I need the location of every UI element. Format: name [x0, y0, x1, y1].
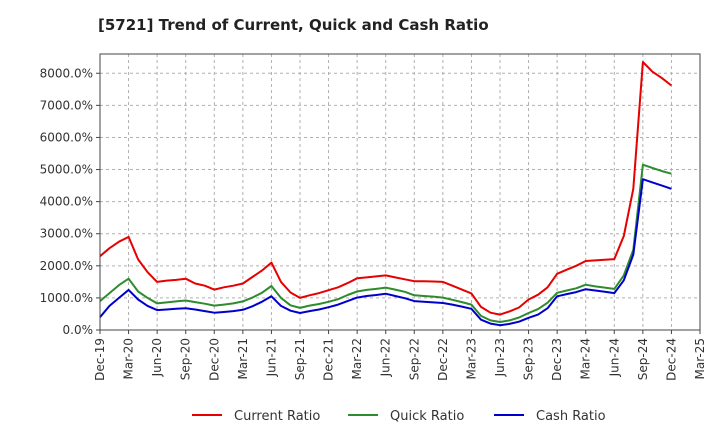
- y-tick-label: 7000.0%: [40, 98, 93, 112]
- x-tick-label: Dec-23: [550, 338, 564, 381]
- y-tick-label: 2000.0%: [40, 259, 93, 273]
- x-tick-label: Mar-25: [693, 338, 707, 379]
- quick-ratio-legend-label: Quick Ratio: [390, 409, 464, 424]
- x-tick-label: Sep-20: [179, 338, 193, 380]
- x-tick-label: Mar-22: [350, 338, 364, 379]
- y-tick-label: 1000.0%: [40, 291, 93, 305]
- cash-ratio-line: [99, 178, 672, 327]
- x-tick-label: Sep-24: [636, 338, 650, 380]
- x-tick-label: Dec-21: [322, 338, 336, 381]
- current-ratio-line: [99, 61, 673, 316]
- x-tick-label: Dec-20: [207, 338, 221, 381]
- plot-frame: [99, 53, 701, 331]
- x-tick-label: Jun-23: [493, 338, 507, 377]
- y-axis: 0.0% 1000.0% 2000.0% 3000.0% 4000.0% 5000.0% 6…: [40, 66, 100, 337]
- x-tick-label: Mar-20: [122, 338, 136, 379]
- x-tick-label: Mar-23: [464, 338, 478, 379]
- y-tick-label: 8000.0%: [40, 66, 93, 80]
- x-tick-label: Sep-22: [407, 338, 421, 380]
- y-tick-label: 6000.0%: [40, 130, 93, 144]
- y-tick-label: 0.0%: [63, 323, 94, 337]
- grid: [99, 54, 701, 331]
- x-tick-label: Dec-19: [93, 338, 107, 381]
- x-tick-label: Jun-22: [379, 338, 393, 377]
- chart-title: [5721] Trend of Current, Quick and Cash …: [98, 16, 489, 34]
- x-tick-label: Mar-21: [236, 338, 250, 379]
- y-tick-label: 4000.0%: [40, 195, 93, 209]
- current-ratio-legend-label: Current Ratio: [234, 409, 320, 424]
- x-tick-label: Dec-24: [664, 338, 678, 381]
- x-tick-label: Dec-22: [436, 338, 450, 381]
- x-axis: Dec-19 Mar-20 Jun-20 Sep-20 Dec-20 Mar-21 Jun-…: [93, 330, 707, 381]
- cash-ratio-legend-label: Cash Ratio: [536, 409, 606, 424]
- y-tick-label: 3000.0%: [40, 227, 93, 241]
- quick-ratio-line: [99, 163, 672, 323]
- legend: Current Ratio Quick Ratio Cash Ratio: [192, 409, 606, 424]
- x-tick-label: Sep-21: [293, 338, 307, 380]
- x-tick-label: Jun-20: [150, 338, 164, 377]
- x-tick-label: Mar-24: [579, 338, 593, 379]
- x-tick-label: Jun-24: [607, 338, 621, 377]
- series-lines: [99, 61, 673, 327]
- y-tick-label: 5000.0%: [40, 163, 93, 177]
- x-tick-label: Jun-21: [264, 338, 278, 377]
- x-tick-label: Sep-23: [522, 338, 536, 380]
